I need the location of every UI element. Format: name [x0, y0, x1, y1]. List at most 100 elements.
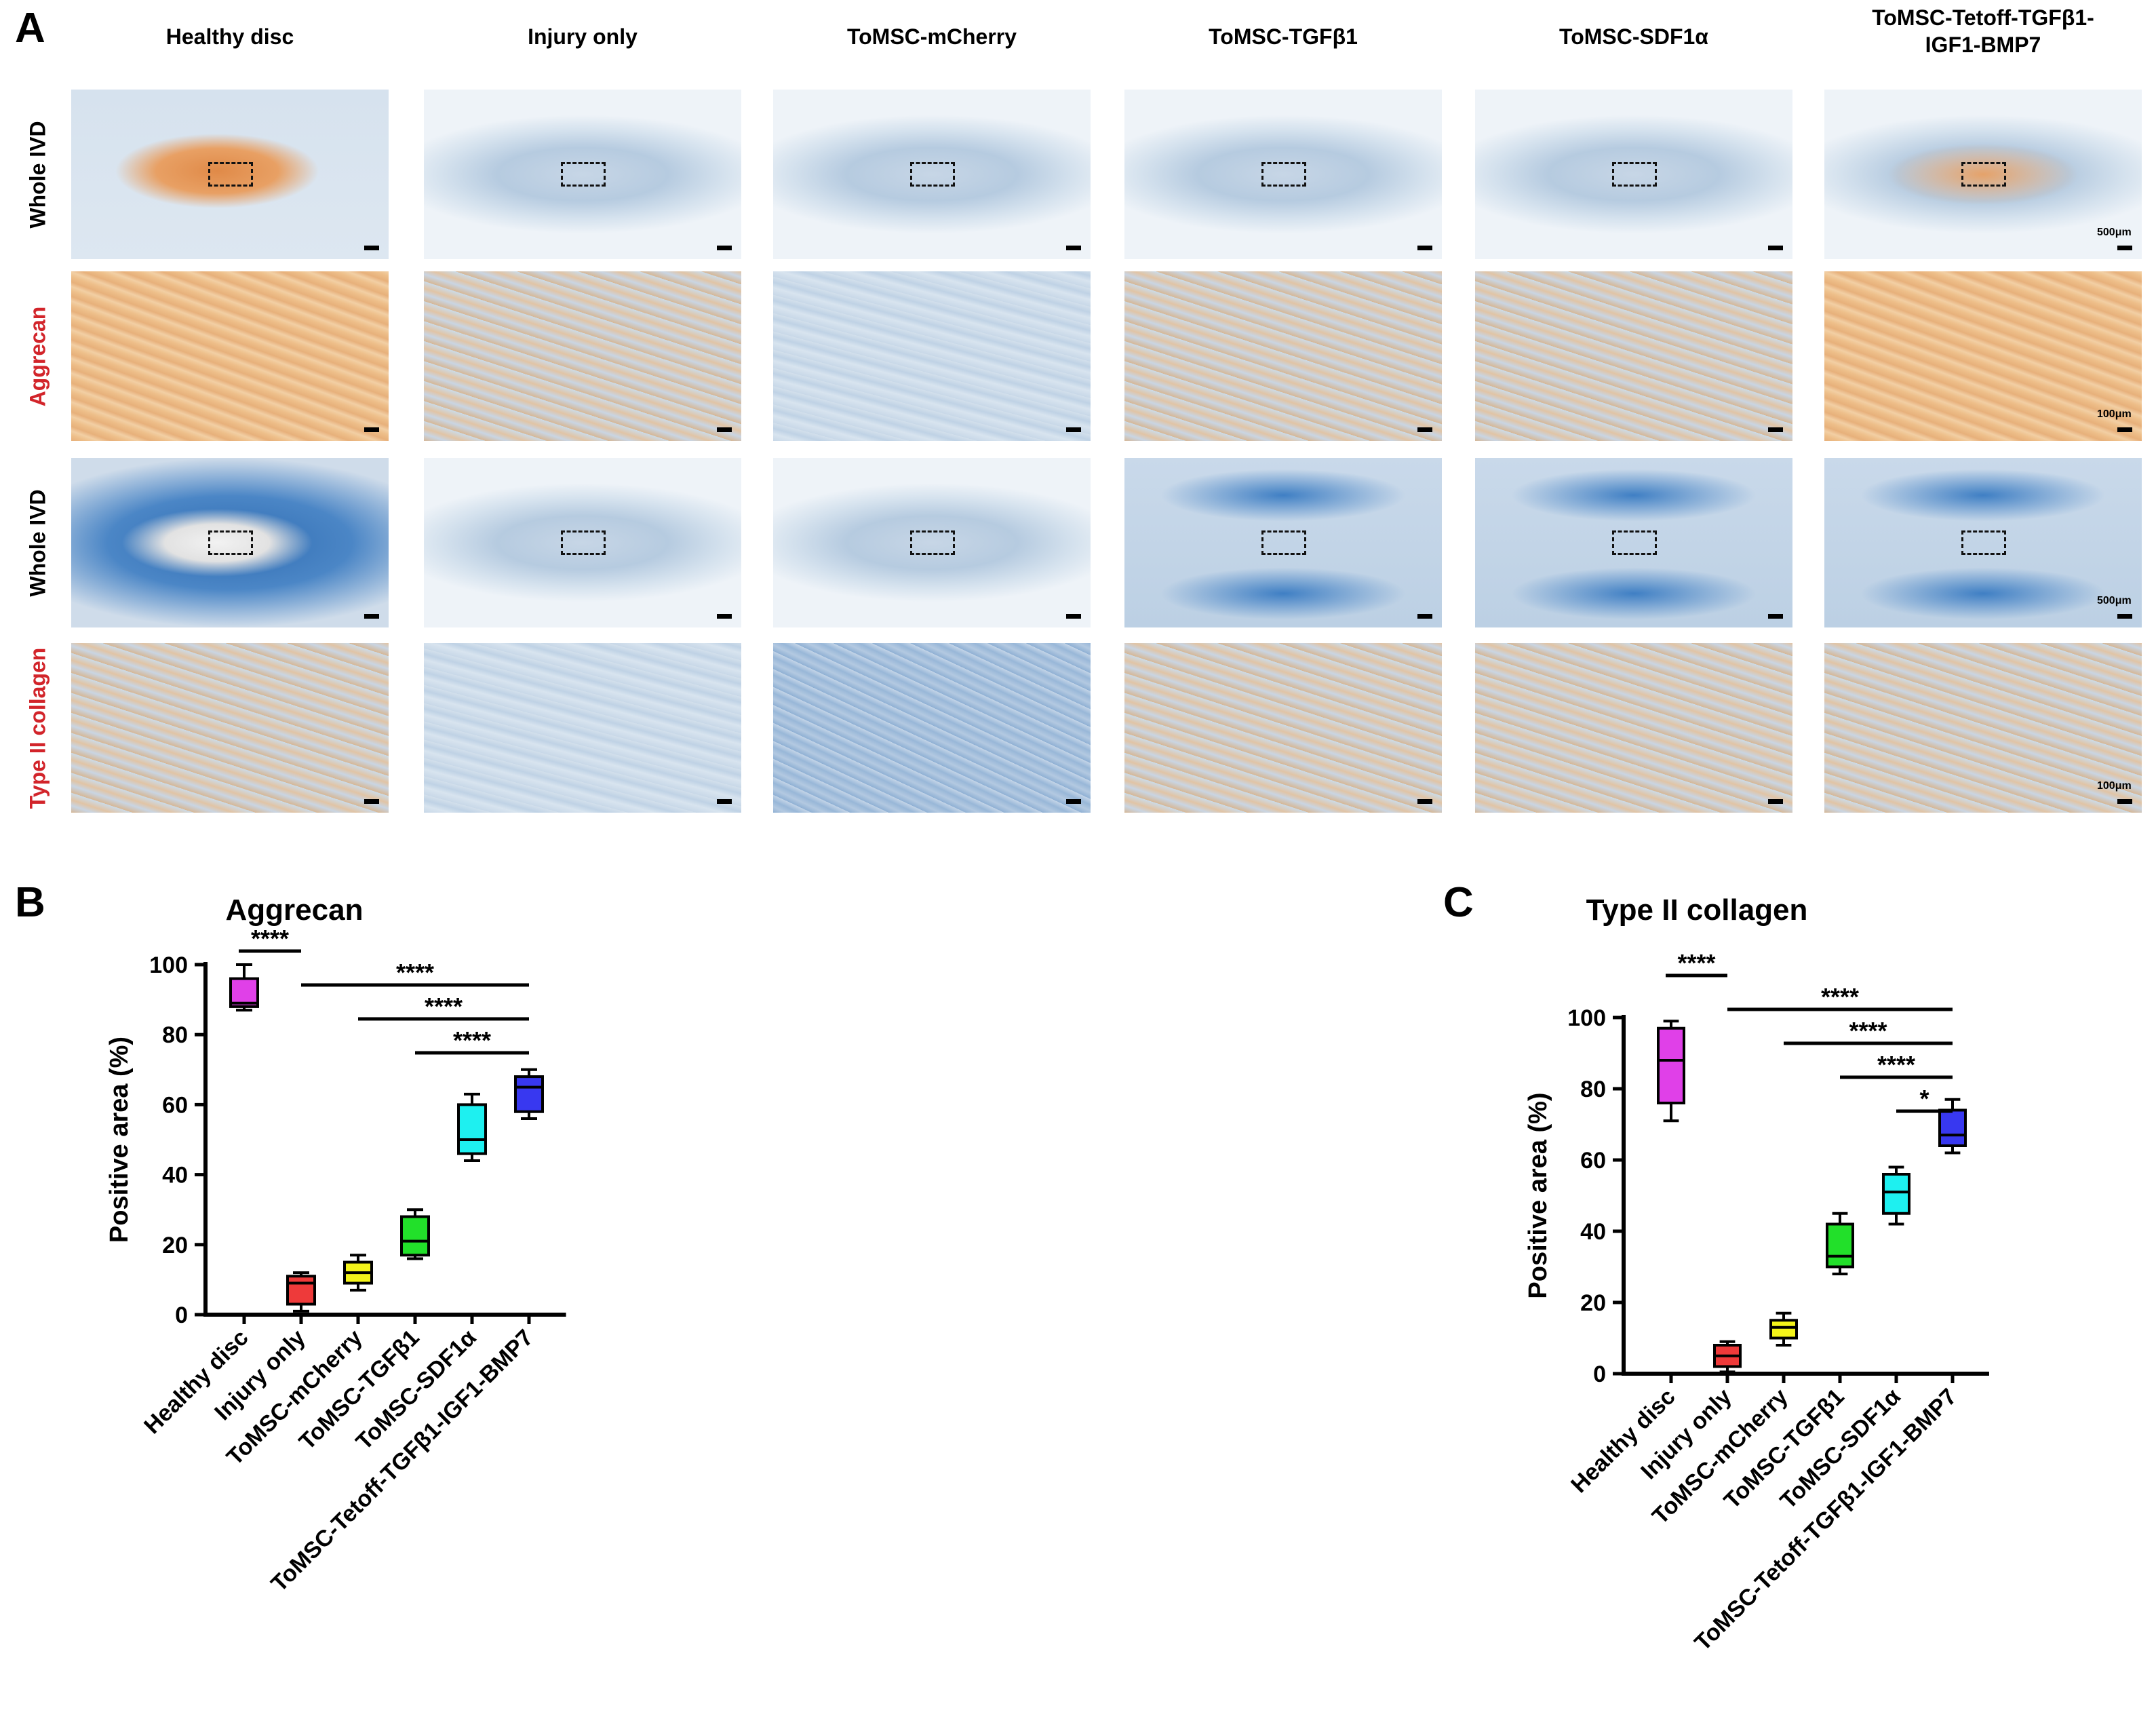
significance-label: ****: [1821, 983, 1859, 1011]
chart-title: Type II collagen: [1586, 893, 1808, 927]
scale-bar: [1768, 246, 1783, 250]
scale-bar-label: 500μm: [2097, 595, 2132, 606]
row-label-text: Type II collagen: [25, 647, 50, 809]
row-label-text: Whole IVD: [25, 488, 50, 597]
row-label-text: Whole IVD: [25, 120, 50, 229]
significance-label: *: [1919, 1085, 1929, 1113]
significance-label: ****: [453, 1026, 491, 1054]
scale-bar: [1066, 427, 1081, 432]
significance-label: ****: [1849, 1017, 1887, 1045]
histology-image: [71, 271, 389, 441]
histology-image: [1124, 90, 1442, 259]
y-tick-label: 60: [162, 1092, 188, 1118]
scale-bar: [1066, 799, 1081, 804]
y-tick-label: 0: [1593, 1361, 1606, 1387]
histology-image: [1124, 458, 1442, 627]
scale-bar: [1066, 614, 1081, 619]
column-header: ToMSC-TGFβ1: [1124, 23, 1443, 50]
histology-image: [424, 643, 741, 813]
histology-image: [424, 90, 741, 259]
histology-image: [1475, 643, 1792, 813]
column-header: ToMSC-mCherry: [772, 23, 1091, 50]
row-label-text: Aggrecan: [25, 306, 50, 406]
y-tick-label: 100: [149, 952, 188, 978]
box: [457, 1103, 487, 1155]
panel-label-c: C: [1443, 879, 1474, 926]
histology-image: [1824, 458, 2142, 627]
significance-label: ****: [1877, 1051, 1915, 1079]
type-ii-collagen-box-plot: Type II collagen Positive area (%) 0 20 40 60…: [1524, 893, 1989, 1656]
y-axis-label: Positive area (%): [105, 1037, 134, 1243]
box: [514, 1075, 544, 1113]
column-header-line: Injury only: [528, 24, 638, 49]
y-tick-label: 80: [1580, 1077, 1606, 1102]
histology-image: [1475, 90, 1792, 259]
panel-label-b: B: [15, 879, 45, 926]
scale-bar: [1768, 427, 1783, 432]
significance-label: ****: [1677, 949, 1715, 977]
region-box: [910, 162, 955, 187]
scale-bar: [1417, 246, 1432, 250]
region-box: [1961, 162, 2006, 187]
panel-label-a: A: [15, 5, 45, 52]
histology-image: [1824, 271, 2142, 441]
box: [1657, 1026, 1685, 1104]
scale-bar: [2117, 614, 2132, 619]
scale-bar: [364, 799, 379, 804]
scale-bar: [1768, 614, 1783, 619]
y-tick-label: 20: [1580, 1290, 1606, 1316]
histology-image: [1124, 271, 1442, 441]
scale-bar: [1417, 427, 1432, 432]
histology-image: [424, 271, 741, 441]
row-label: Whole IVD: [24, 458, 52, 627]
row-label: Type II collagen: [24, 643, 52, 813]
region-box: [1261, 530, 1306, 555]
scale-bar: [717, 614, 732, 619]
scale-bar: [364, 614, 379, 619]
box: [400, 1215, 430, 1257]
significance-label: ****: [251, 925, 289, 952]
scale-bar: [364, 246, 379, 250]
y-axis-label: Positive area (%): [1524, 1092, 1552, 1298]
box: [1938, 1108, 1967, 1147]
region-box: [1261, 162, 1306, 187]
y-tick-label: 0: [175, 1302, 188, 1328]
column-header: ToMSC-SDF1α: [1474, 23, 1793, 50]
x-tick-label: ToMSC-Tetoff-TGFβ1-IGF1-BMP7: [266, 1325, 538, 1597]
histology-image: [1124, 643, 1442, 813]
column-header-line: ToMSC-SDF1α: [1559, 24, 1708, 49]
significance-label: ****: [396, 959, 434, 986]
scale-bar-label: 100μm: [2097, 780, 2132, 792]
scale-bar: [1066, 246, 1081, 250]
histology-image: [773, 643, 1091, 813]
scale-bar: [717, 246, 732, 250]
column-header: Healthy disc: [71, 23, 389, 50]
histology-image: [71, 90, 389, 259]
histology-image: [773, 458, 1091, 627]
column-header: ToMSC-Tetoff-TGFβ1- IGF1-BMP7: [1824, 4, 2142, 58]
y-tick-label: 40: [162, 1163, 188, 1188]
scale-bar: [2117, 246, 2132, 250]
box: [1882, 1173, 1910, 1215]
histology-image: [773, 271, 1091, 441]
column-header-line: Healthy disc: [165, 24, 294, 49]
scale-bar: [1417, 799, 1432, 804]
scale-bar: [717, 799, 732, 804]
column-header-line: ToMSC-Tetoff-TGFβ1-: [1872, 5, 2094, 30]
column-header-line: ToMSC-mCherry: [846, 24, 1017, 49]
y-tick-label: 40: [1580, 1219, 1606, 1245]
y-tick-label: 60: [1580, 1148, 1606, 1174]
region-box: [1612, 530, 1657, 555]
histology-image: [1475, 458, 1792, 627]
box: [286, 1275, 316, 1306]
scale-bar: [364, 427, 379, 432]
histology-image: [1824, 643, 2142, 813]
scale-bar-label: 100μm: [2097, 408, 2132, 420]
scale-bar: [717, 427, 732, 432]
column-header-line: IGF1-BMP7: [1925, 33, 2041, 57]
scale-bar: [2117, 799, 2132, 804]
histology-image: [773, 90, 1091, 259]
y-tick-label: 80: [162, 1022, 188, 1048]
histology-image: [424, 458, 741, 627]
histology-image: [71, 643, 389, 813]
